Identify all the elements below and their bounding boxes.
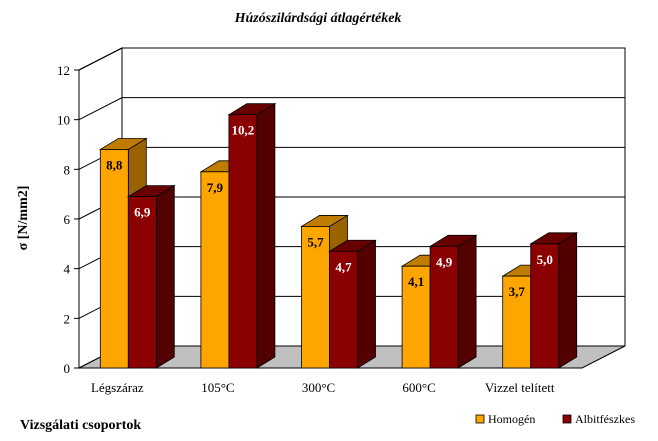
data-label: 6,9	[134, 205, 151, 220]
y-tick-label: 2	[64, 311, 71, 326]
data-label: 4,7	[335, 259, 352, 274]
data-label: 4,9	[436, 254, 453, 269]
y-tick-label: 6	[64, 212, 71, 227]
bar	[99, 149, 129, 369]
chart-title: Húzószilárdsági átlagértékek	[234, 11, 402, 26]
legend-label: Albitfészkes	[575, 412, 635, 426]
legend-swatch	[562, 414, 572, 424]
gridline	[78, 47, 625, 71]
bar-side	[558, 232, 578, 369]
bar-side	[155, 184, 175, 369]
bar-side	[457, 234, 477, 369]
legend-swatch	[475, 414, 485, 424]
y-tick-label: 10	[57, 113, 70, 128]
bar	[401, 265, 431, 369]
y-tick-label: 8	[64, 162, 71, 177]
data-label: 8,8	[106, 157, 123, 172]
category-label: 300°C	[302, 380, 335, 395]
x-axis-title: Vizsgálati csoportok	[20, 418, 141, 433]
bar	[502, 275, 532, 369]
bar	[228, 114, 258, 369]
bar-side	[256, 102, 276, 369]
bar	[127, 196, 157, 369]
data-label: 3,7	[509, 284, 526, 299]
bar	[530, 243, 560, 369]
y-tick-label: 4	[64, 262, 71, 277]
gridline	[78, 97, 625, 121]
y-axis-title: σ [N/mm2]	[16, 186, 31, 251]
data-label: 5,7	[307, 234, 324, 249]
data-label: 10,2	[232, 123, 255, 138]
category-label: Vizzel telített	[485, 380, 555, 395]
bar	[429, 245, 459, 369]
bar-side	[357, 239, 376, 369]
bar	[329, 250, 358, 369]
bar	[301, 226, 330, 369]
y-tick-label: 12	[57, 63, 70, 78]
legend-label: Homogén	[488, 412, 535, 426]
data-label: 7,9	[207, 180, 224, 195]
category-label: 600°C	[402, 380, 435, 395]
category-label: Légszáraz	[91, 380, 144, 395]
y-tick-label: 0	[64, 361, 71, 376]
data-label: 5,0	[537, 252, 553, 267]
category-label: 105°C	[201, 380, 234, 395]
data-label: 4,1	[408, 274, 424, 289]
bar	[200, 171, 230, 369]
